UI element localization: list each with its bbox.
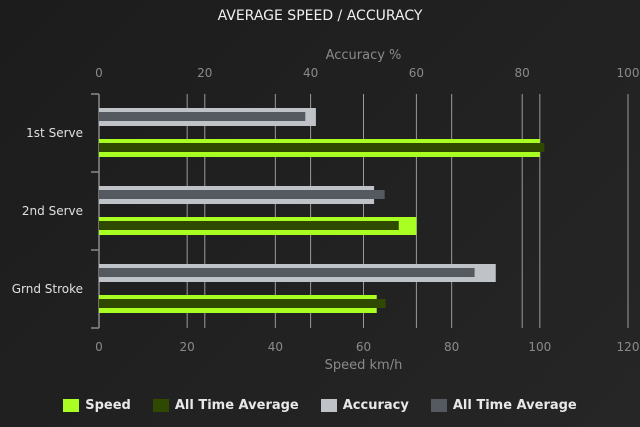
legend-item[interactable]: Accuracy	[320, 398, 409, 413]
bottom-tick-label: 120	[617, 340, 640, 354]
legend-swatch	[63, 399, 80, 412]
bar-accuracy-average	[99, 112, 306, 121]
top-tick-label: 100	[617, 66, 640, 80]
category-label: 1st Serve	[26, 126, 83, 140]
bottom-tick-label: 20	[180, 340, 195, 354]
bottom-tick-label: 100	[528, 340, 551, 354]
legend-item[interactable]: Speed	[63, 398, 131, 413]
legend-item[interactable]: All Time Average	[430, 398, 577, 413]
bar-accuracy-average	[99, 190, 385, 199]
legend-swatch	[430, 399, 447, 412]
legend-label: All Time Average	[452, 398, 577, 413]
bar-speed-average	[99, 143, 545, 152]
bottom-tick-label: 40	[268, 340, 283, 354]
legend-label: Accuracy	[342, 398, 409, 413]
bottom-tick-label: 0	[95, 340, 103, 354]
category-label: Grnd Stroke	[12, 282, 83, 296]
legend-swatch	[320, 399, 337, 412]
bar-accuracy-average	[99, 268, 475, 277]
bottom-tick-label: 80	[444, 340, 459, 354]
bottom-tick-label: 60	[356, 340, 371, 354]
legend-swatch	[152, 399, 169, 412]
bottom-axis-title: Speed km/h	[325, 358, 403, 373]
legend-item[interactable]: All Time Average	[152, 398, 299, 413]
top-tick-label: 60	[409, 66, 424, 80]
legend-label: Speed	[85, 398, 131, 413]
top-tick-label: 0	[95, 66, 103, 80]
top-tick-label: 20	[197, 66, 212, 80]
top-tick-label: 40	[303, 66, 318, 80]
top-tick-label: 80	[515, 66, 530, 80]
legend: Speed All Time Average Accuracy All Time Av…	[0, 398, 640, 413]
bar-speed-average	[99, 221, 399, 230]
top-axis-title: Accuracy %	[326, 48, 402, 63]
category-label: 2nd Serve	[22, 204, 83, 218]
chart-title: AVERAGE SPEED / ACCURACY	[217, 8, 423, 24]
legend-label: All Time Average	[174, 398, 299, 413]
bar-speed-average	[99, 299, 386, 308]
